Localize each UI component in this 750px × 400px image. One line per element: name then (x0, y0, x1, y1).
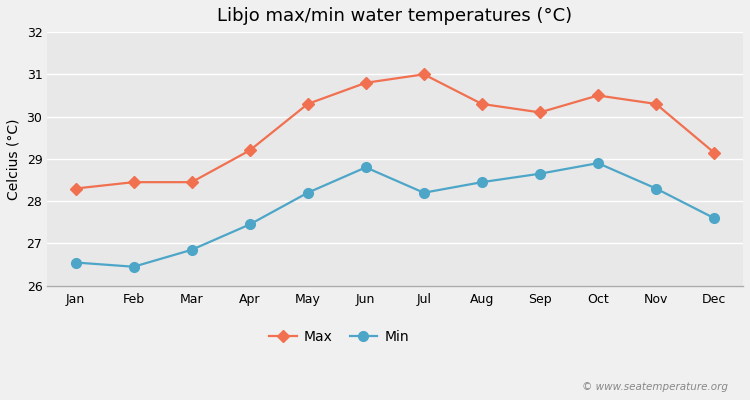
Max (652, 102, 661, 106)
Min (652, 186, 661, 191)
Min (362, 165, 370, 170)
Min (710, 216, 718, 220)
Min (303, 190, 312, 195)
Min (536, 171, 544, 176)
Min (71, 260, 80, 265)
Max (710, 150, 718, 155)
Max (129, 180, 138, 184)
Line: Min: Min (70, 158, 719, 272)
Title: Libjo max/min water temperatures (°C): Libjo max/min water temperatures (°C) (217, 7, 572, 25)
Max (303, 102, 312, 106)
Min (593, 161, 602, 166)
Min (188, 248, 196, 252)
Min (477, 180, 486, 184)
Min (419, 190, 428, 195)
Max (419, 72, 428, 77)
Line: Max: Max (71, 70, 718, 193)
Max (245, 148, 254, 153)
Legend: Max, Min: Max, Min (264, 325, 415, 350)
Max (477, 102, 486, 106)
Y-axis label: Celcius (°C): Celcius (°C) (7, 118, 21, 200)
Max (71, 186, 80, 191)
Min (129, 264, 138, 269)
Text: © www.seatemperature.org: © www.seatemperature.org (581, 382, 728, 392)
Min (245, 222, 254, 227)
Max (188, 180, 196, 184)
Max (536, 110, 544, 115)
Max (362, 80, 370, 85)
Max (593, 93, 602, 98)
